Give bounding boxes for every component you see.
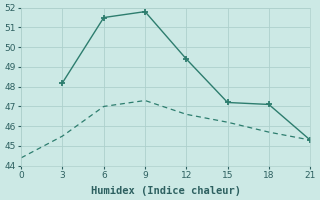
X-axis label: Humidex (Indice chaleur): Humidex (Indice chaleur) [91, 186, 241, 196]
